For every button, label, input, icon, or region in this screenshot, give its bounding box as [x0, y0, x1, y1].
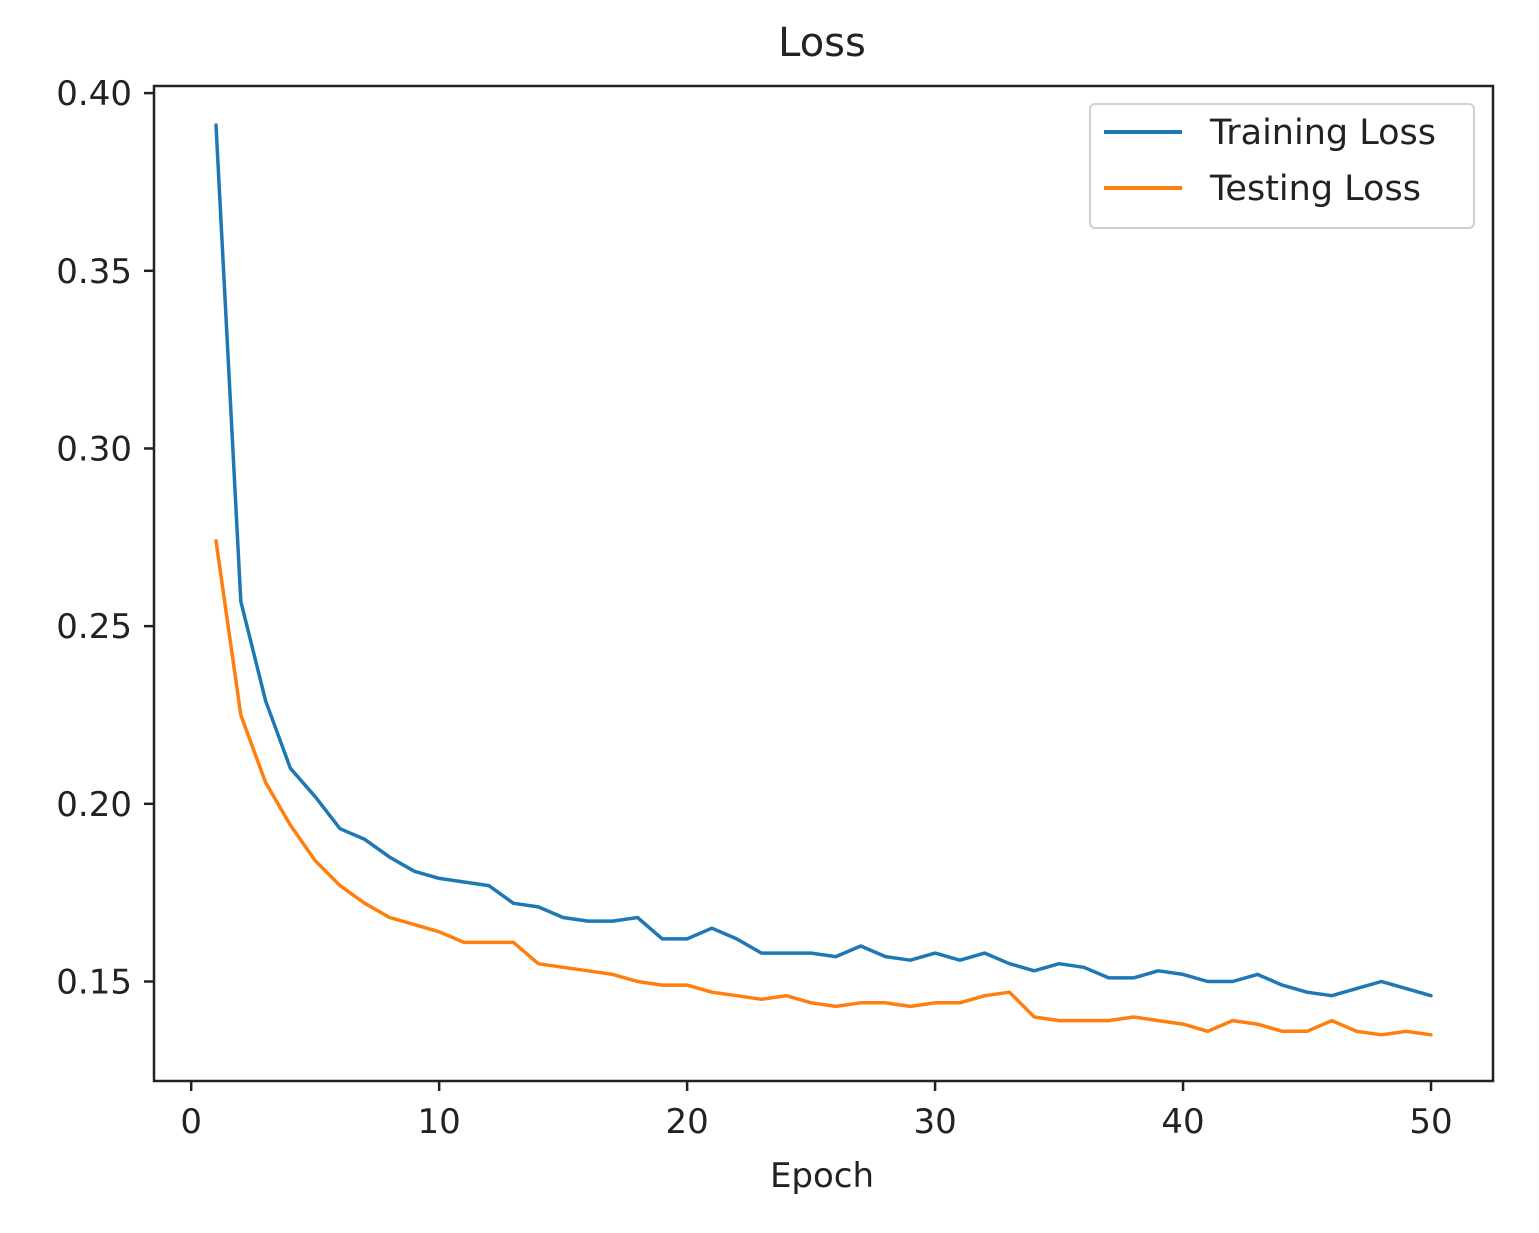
x-tick-label: 20: [665, 1102, 708, 1142]
y-tick-label: 0.40: [56, 74, 132, 114]
series-line-training-loss: [214, 123, 1433, 998]
legend-box: [1089, 103, 1475, 229]
y-tick-label: 0.25: [56, 607, 132, 647]
y-tick-label: 0.30: [56, 429, 132, 469]
chart-title: Loss: [778, 20, 866, 66]
x-tick-label: 40: [1161, 1102, 1204, 1142]
x-axis-label: Epoch: [770, 1156, 874, 1196]
x-tick-label: 50: [1409, 1102, 1452, 1142]
legend: Training Loss Testing Loss: [1089, 103, 1475, 229]
legend-label-testing-loss: Testing Loss: [1209, 169, 1421, 209]
y-axis-ticks: 0.15 0.20 0.25 0.30 0.35 0.40: [56, 74, 154, 1003]
legend-label-training-loss: Training Loss: [1209, 113, 1436, 153]
x-tick-label: 0: [180, 1102, 202, 1142]
x-tick-label: 30: [913, 1102, 956, 1142]
series-line-testing-loss: [214, 539, 1433, 1037]
y-tick-label: 0.35: [56, 252, 132, 292]
plot-frame: [152, 84, 1495, 1083]
x-tick-label: 10: [418, 1102, 461, 1142]
x-axis-ticks: 0 10 20 30 40 50: [180, 1081, 1453, 1142]
series-layer: [214, 123, 1433, 1037]
y-tick-label: 0.15: [56, 963, 132, 1003]
y-tick-label: 0.20: [56, 785, 132, 825]
